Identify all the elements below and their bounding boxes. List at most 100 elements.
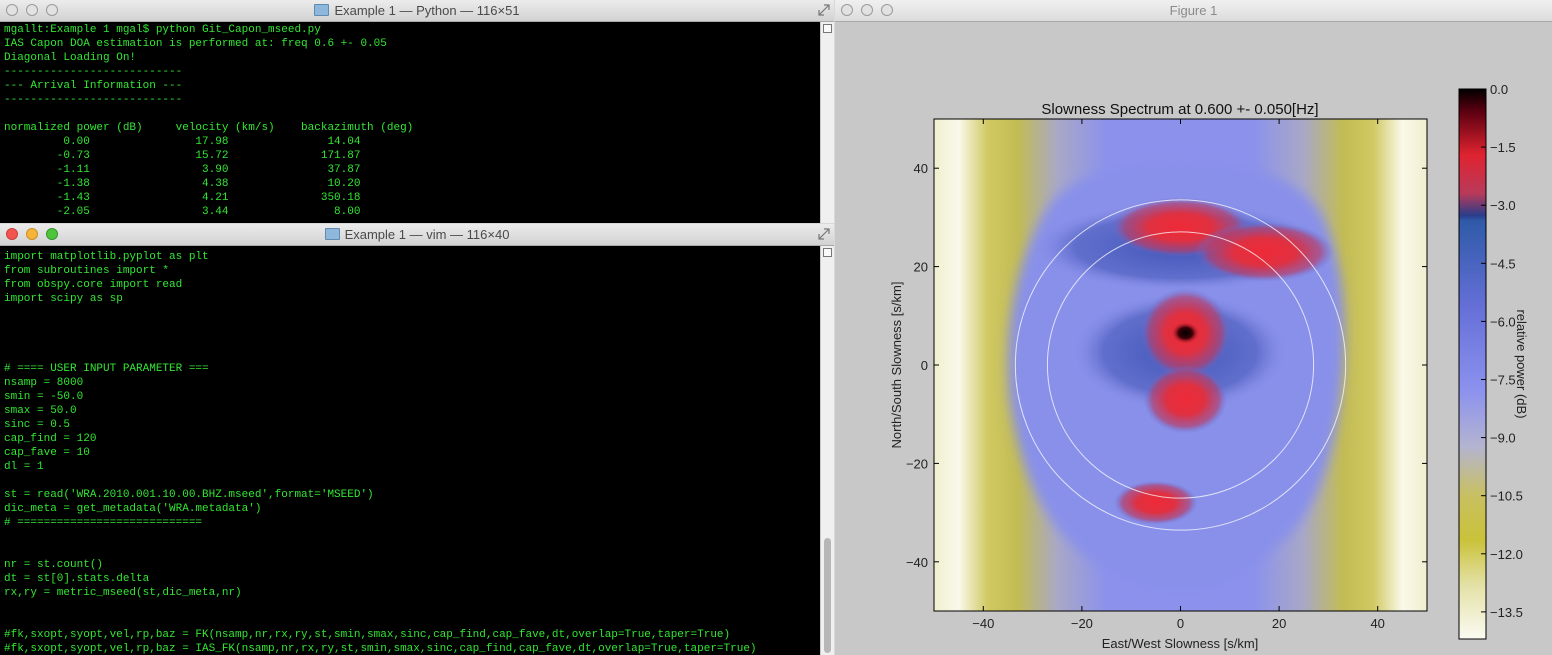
python-line: -1.43 4.21 350.18 xyxy=(4,192,361,204)
vim-line: rx,ry = metric_mseed(st,dic_meta,nr) xyxy=(4,587,242,599)
vim-line xyxy=(4,600,816,614)
vim-line: smin = -50.0 xyxy=(4,391,84,403)
spectrum-peak xyxy=(1113,480,1198,525)
vim-line: nr = st.count() xyxy=(4,559,104,571)
figure-canvas-area: Slowness Spectrum at 0.600 +- 0.050[Hz] … xyxy=(835,22,1552,655)
vim-scrollbar[interactable] xyxy=(820,246,834,655)
vim-line: nsamp = 8000 xyxy=(4,377,84,389)
vim-line: from subroutines import * xyxy=(4,265,170,277)
colorbar xyxy=(1458,88,1487,640)
fullscreen-icon[interactable] xyxy=(818,4,830,16)
vim-line: import scipy as sp xyxy=(4,293,123,305)
y-axis-ticks: 40 20 0 −20 −40 xyxy=(906,161,1427,570)
spectrum-peak xyxy=(1143,365,1228,434)
vim-line xyxy=(4,306,816,320)
vim-line xyxy=(4,348,816,362)
x-tick-label: 40 xyxy=(1370,616,1384,631)
python-line: normalized power (dB) velocity (km/s) ba… xyxy=(4,122,414,134)
spectrum-peak-max xyxy=(1171,322,1200,345)
colorbar-tick-label: 0.0 xyxy=(1490,82,1508,97)
zoom-button[interactable] xyxy=(881,4,893,16)
vim-line: import matplotlib.pyplot as plt xyxy=(4,251,209,263)
close-button[interactable] xyxy=(6,228,18,240)
close-button[interactable] xyxy=(6,4,18,16)
folder-icon xyxy=(324,228,340,240)
python-window-titlebar[interactable]: Example 1 — Python — 116×51 xyxy=(0,0,834,22)
vim-line: #fk,sxopt,syopt,vel,rp,baz = FK(nsamp,nr… xyxy=(4,629,731,641)
python-line: IAS Capon DOA estimation is performed at… xyxy=(4,38,387,50)
vim-line: cap_find = 120 xyxy=(4,433,97,445)
y-tick-label: −20 xyxy=(906,456,928,471)
vim-line: #fk,sxopt,syopt,vel,rp,baz = IAS_FK(nsam… xyxy=(4,643,757,655)
x-axis-ticks: −40 −20 0 20 40 xyxy=(972,119,1385,631)
python-window-title-text: Example 1 — Python — 116×51 xyxy=(334,3,520,18)
minimize-button[interactable] xyxy=(26,228,38,240)
zoom-button[interactable] xyxy=(46,228,58,240)
python-terminal-output[interactable]: mgallt:Example 1 mgal$ python Git_Capon_… xyxy=(0,22,820,223)
y-axis-label: North/South Slowness [s/km] xyxy=(889,282,904,449)
colorbar-tick-label: −1.5 xyxy=(1490,140,1516,155)
vim-line: # ============================ xyxy=(4,517,203,529)
vim-terminal-window: Example 1 — vim — 116×40 import matplotl… xyxy=(0,224,834,655)
python-line: --- Arrival Information --- xyxy=(4,80,183,92)
x-tick-label: −40 xyxy=(972,616,994,631)
python-line: -1.38 4.38 10.20 xyxy=(4,178,361,190)
y-tick-label: 20 xyxy=(914,260,928,275)
python-line: -0.73 15.72 171.87 xyxy=(4,150,361,162)
figure-window-titlebar[interactable]: Figure 1 xyxy=(835,0,1552,22)
python-line: Diagonal Loading On! xyxy=(4,52,137,64)
python-scrollbar[interactable] xyxy=(820,22,834,223)
vim-line: dt = st[0].stats.delta xyxy=(4,573,150,585)
python-line: -1.11 3.90 37.87 xyxy=(4,164,361,176)
heatmap-layer xyxy=(934,119,1427,611)
vim-editor-buffer[interactable]: import matplotlib.pyplot as plt from subr… xyxy=(0,246,820,655)
python-line: -2.05 3.44 8.00 xyxy=(4,206,361,218)
x-tick-label: −20 xyxy=(1071,616,1093,631)
python-line: 0.00 17.98 14.04 xyxy=(4,136,361,148)
python-line xyxy=(4,107,816,121)
vim-line: from obspy.core import read xyxy=(4,279,183,291)
vim-window-title-text: Example 1 — vim — 116×40 xyxy=(344,227,510,242)
vim-line xyxy=(4,334,816,348)
slowness-spectrum-plot: Slowness Spectrum at 0.600 +- 0.050[Hz] … xyxy=(889,82,1529,651)
vim-line: st = read('WRA.2010.001.10.00.BHZ.mseed'… xyxy=(4,489,374,501)
figure-window: Figure 1 xyxy=(835,0,1552,655)
y-tick-label: −40 xyxy=(906,555,928,570)
colorbar-ticks: 0.0 −1.5 −3.0 −4.5 −6.0 −7.5 −9.0 −10.5 −12.0 −13… xyxy=(1481,82,1523,620)
colorbar-tick-label: −12.0 xyxy=(1490,547,1523,562)
vim-line: smax = 50.0 xyxy=(4,405,77,417)
minimize-button[interactable] xyxy=(26,4,38,16)
vim-window-titlebar[interactable]: Example 1 — vim — 116×40 xyxy=(0,224,834,246)
slowness-ring-inner xyxy=(1046,231,1315,499)
scrollbar-thumb[interactable] xyxy=(824,538,831,653)
zoom-button[interactable] xyxy=(46,4,58,16)
vim-line xyxy=(4,474,816,488)
colorbar-tick-label: −6.0 xyxy=(1490,314,1516,329)
folder-icon xyxy=(314,4,330,16)
python-terminal-window: Example 1 — Python — 116×51 mgallt:Examp… xyxy=(0,0,834,223)
minimize-button[interactable] xyxy=(861,4,873,16)
colorbar-tick-label: −9.0 xyxy=(1490,431,1516,446)
python-line: --------------------------- xyxy=(4,66,183,78)
vim-line: dic_meta = get_metadata('WRA.metadata') xyxy=(4,503,262,515)
colorbar-tick-label: −4.5 xyxy=(1490,256,1516,271)
colorbar-tick-label: −13.5 xyxy=(1490,605,1523,620)
vim-line: sinc = 0.5 xyxy=(4,419,71,431)
close-button[interactable] xyxy=(841,4,853,16)
colorbar-tick-label: −7.5 xyxy=(1490,372,1516,387)
colorbar-tick-label: −3.0 xyxy=(1490,198,1516,213)
vim-line xyxy=(4,530,816,544)
python-line: --------------------------- xyxy=(4,94,183,106)
y-tick-label: 40 xyxy=(914,161,928,176)
colorbar-label: relative power (dB) xyxy=(1514,309,1529,418)
vim-line xyxy=(4,614,816,628)
menu-icon[interactable] xyxy=(823,248,832,257)
menu-icon[interactable] xyxy=(823,24,832,33)
spectrum-peak xyxy=(1194,221,1335,282)
y-tick-label: 0 xyxy=(921,358,928,373)
fullscreen-icon[interactable] xyxy=(818,228,830,240)
python-window-title: Example 1 — Python — 116×51 xyxy=(0,3,834,18)
x-tick-label: 20 xyxy=(1272,616,1286,631)
vim-line xyxy=(4,320,816,334)
x-tick-label: 0 xyxy=(1177,616,1184,631)
